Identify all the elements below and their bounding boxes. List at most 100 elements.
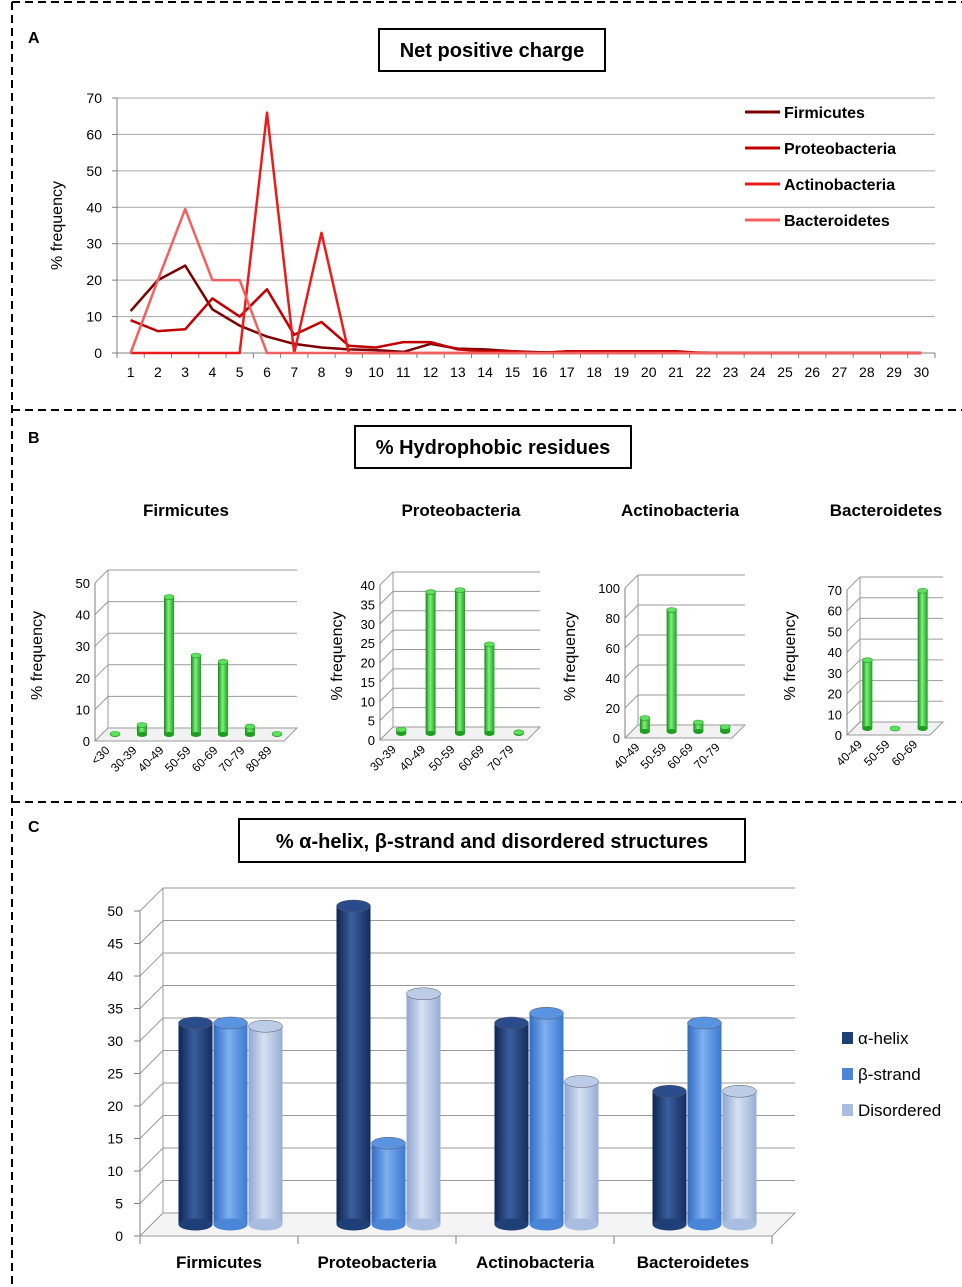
panel-letter-b: B: [28, 430, 40, 447]
y-tick-label: 5: [115, 1196, 123, 1212]
y-tick-label: 40: [828, 645, 842, 660]
panel-b-title-box: [354, 425, 632, 469]
legend-label: Bacteroidetes: [784, 213, 890, 230]
grid-depth: [139, 1082, 164, 1107]
bar-chart-actinobacteria: Actinobacteria02040608010040-4950-5960-6…: [562, 501, 747, 772]
y-tick-label: 20: [361, 656, 375, 671]
x-tick-label: 24: [750, 364, 766, 380]
bar-top: [178, 1016, 213, 1030]
x-tick-label: 80-89: [243, 743, 275, 775]
x-tick-label: Firmicutes: [176, 1253, 262, 1272]
y-tick-label: 25: [107, 1066, 123, 1082]
bar-base: [371, 1218, 406, 1231]
bar-top: [336, 899, 371, 913]
x-tick-label: 28: [859, 364, 875, 380]
y-tick-label: 15: [361, 675, 375, 690]
x-tick-label: 60-69: [455, 742, 487, 774]
x-tick-label: 2: [154, 364, 162, 380]
bar: [425, 592, 436, 734]
x-tick-label: 30-39: [108, 743, 140, 775]
y-tick-label: 40: [76, 608, 90, 623]
bar-top: [454, 587, 466, 593]
y-tick-label: 70: [828, 583, 842, 598]
bar-α-helix: [494, 1023, 529, 1225]
bar-base: [248, 1218, 283, 1231]
bar-top: [639, 715, 651, 721]
x-tick-label: 70-79: [485, 742, 517, 774]
grid-depth: [94, 601, 109, 615]
y-tick-label: 20: [86, 272, 102, 288]
y-tick-label: 20: [606, 701, 620, 716]
series-line-bacteroidetes: [129, 207, 922, 355]
bar-charts-hydrophobic: Firmicutes01020304050<3030-3940-4950-596…: [29, 501, 945, 775]
bar-top: [248, 1020, 283, 1033]
bar-top: [371, 1137, 406, 1150]
legend-label: α-helix: [858, 1029, 909, 1048]
grid-depth: [139, 985, 164, 1009]
grid-depth: [846, 680, 861, 694]
bar-disordered: [248, 1026, 283, 1225]
grid-depth: [94, 696, 109, 710]
chart-title: Bacteroidetes: [830, 501, 942, 520]
series-line-proteobacteria: [130, 288, 922, 355]
grid-depth: [139, 1180, 164, 1204]
y-tick-label: 30: [76, 639, 90, 654]
bar-top: [529, 1007, 564, 1020]
grid-depth: [379, 649, 394, 663]
x-tick-label: 12: [423, 364, 439, 380]
bar-top: [109, 731, 121, 737]
x-tick-label: 14: [477, 364, 493, 380]
x-tick-label: 60-69: [889, 737, 921, 769]
y-tick-label: 70: [86, 90, 102, 106]
grid-depth: [846, 659, 861, 674]
bar-base: [722, 1218, 757, 1231]
bar: [455, 590, 465, 734]
x-tick-label: 21: [668, 364, 684, 380]
bar-top: [494, 1016, 529, 1030]
grid-depth: [379, 610, 394, 625]
bar-base: [218, 732, 228, 737]
bar-top: [687, 1016, 722, 1030]
grid-depth: [624, 634, 639, 649]
y-tick-label: 50: [76, 576, 90, 591]
x-tick-label: 50-59: [861, 737, 893, 769]
grid-depth: [139, 1050, 164, 1074]
bar-disordered: [564, 1081, 599, 1225]
bar: [917, 590, 928, 729]
y-tick-label: 40: [361, 578, 375, 593]
bar-base: [396, 731, 407, 736]
x-tick-label: 20: [641, 364, 657, 380]
bar-β-strand: [371, 1143, 406, 1225]
x-tick-label: 30: [914, 364, 930, 380]
bar-base: [652, 1218, 687, 1231]
bar-base: [164, 732, 174, 737]
bar-base: [425, 731, 436, 736]
legend-swatch: [842, 1104, 853, 1116]
bar-base: [406, 1218, 441, 1231]
bar-base: [693, 729, 704, 734]
y-tick-label: 50: [86, 163, 102, 179]
x-tick-label: 13: [450, 364, 466, 380]
grid-depth: [846, 597, 861, 612]
legend-label: β-strand: [858, 1065, 921, 1084]
bar-α-helix: [336, 906, 371, 1225]
bar-top: [425, 589, 436, 595]
y-tick-label: 10: [361, 694, 375, 709]
x-tick-label: 7: [290, 364, 298, 380]
bar-top: [217, 659, 229, 665]
bar-top: [136, 722, 148, 728]
bar-disordered: [722, 1091, 757, 1225]
grid-depth: [139, 920, 164, 944]
grid-depth: [379, 707, 394, 721]
bar-top: [244, 723, 256, 730]
x-tick-label: 23: [723, 364, 739, 380]
grid-depth: [139, 1115, 164, 1139]
bar-chart-firmicutes: Firmicutes01020304050<3030-3940-4950-596…: [29, 501, 299, 775]
y-tick-label: 35: [361, 597, 375, 612]
grid-depth: [139, 887, 164, 912]
bar-top: [564, 1075, 599, 1088]
y-tick-label: 30: [107, 1033, 123, 1049]
bar-top: [213, 1016, 248, 1030]
bar: [639, 718, 650, 732]
x-tick-label: 8: [318, 364, 326, 380]
